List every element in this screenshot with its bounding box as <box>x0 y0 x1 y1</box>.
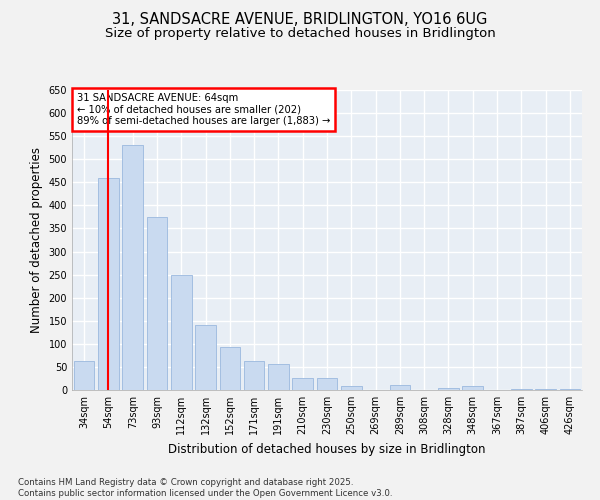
Bar <box>244 362 265 390</box>
Text: Size of property relative to detached houses in Bridlington: Size of property relative to detached ho… <box>104 28 496 40</box>
Bar <box>74 362 94 390</box>
Bar <box>220 347 240 390</box>
Bar <box>122 146 143 390</box>
Bar <box>535 388 556 390</box>
Text: 31, SANDSACRE AVENUE, BRIDLINGTON, YO16 6UG: 31, SANDSACRE AVENUE, BRIDLINGTON, YO16 … <box>112 12 488 28</box>
Bar <box>98 178 119 390</box>
Text: 31 SANDSACRE AVENUE: 64sqm
← 10% of detached houses are smaller (202)
89% of sem: 31 SANDSACRE AVENUE: 64sqm ← 10% of deta… <box>77 93 331 126</box>
Bar <box>511 388 532 390</box>
Bar <box>195 326 216 390</box>
Bar <box>268 364 289 390</box>
Bar <box>146 217 167 390</box>
Bar <box>292 378 313 390</box>
X-axis label: Distribution of detached houses by size in Bridlington: Distribution of detached houses by size … <box>168 442 486 456</box>
Text: Contains HM Land Registry data © Crown copyright and database right 2025.
Contai: Contains HM Land Registry data © Crown c… <box>18 478 392 498</box>
Bar <box>389 386 410 390</box>
Bar <box>560 389 580 390</box>
Bar <box>171 274 191 390</box>
Bar <box>317 378 337 390</box>
Bar <box>463 386 483 390</box>
Bar <box>438 388 459 390</box>
Y-axis label: Number of detached properties: Number of detached properties <box>30 147 43 333</box>
Bar <box>341 386 362 390</box>
